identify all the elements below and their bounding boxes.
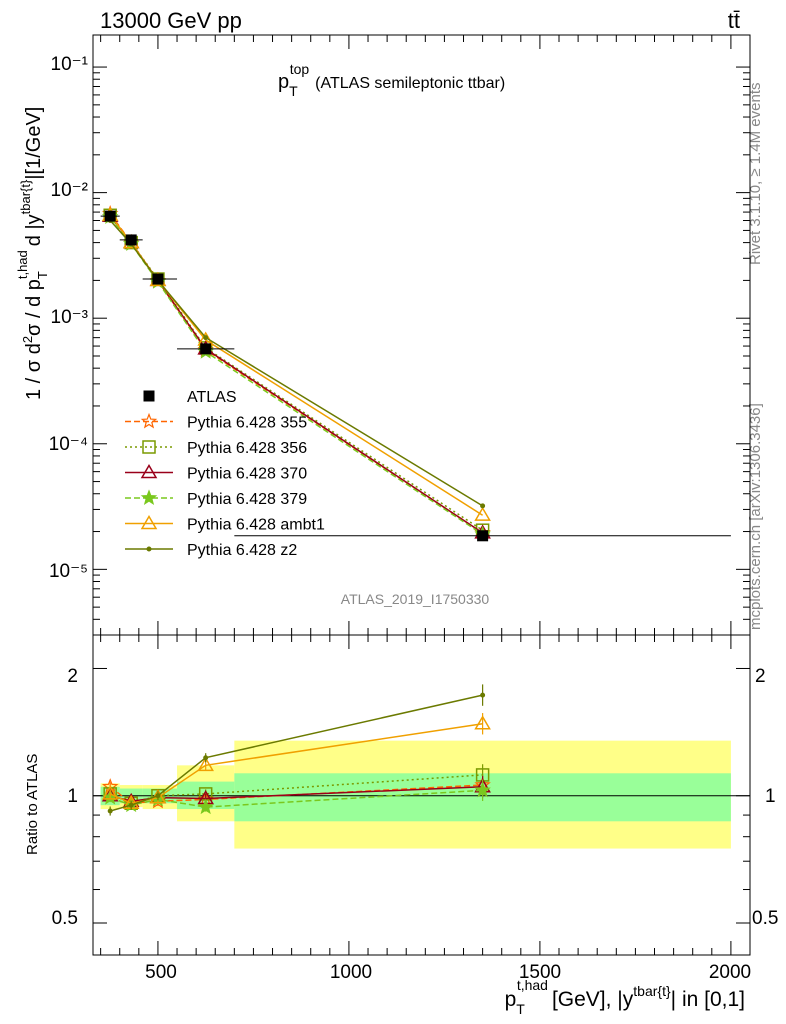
- data-point: [152, 273, 164, 285]
- mcplots-label: mcplots.cern.ch [arXiv:1306.3436]: [747, 403, 764, 630]
- ratio-y-tick-label: 2: [67, 666, 78, 687]
- ratio-point: [480, 692, 486, 698]
- legend-label: ATLAS: [187, 389, 237, 406]
- rivet-label: Rivet 3.1.10, ≥ 1.4M events: [747, 83, 764, 266]
- x-tick-label: 1000: [330, 962, 372, 983]
- ratio-point: [197, 798, 214, 815]
- ratio-point: [101, 785, 119, 800]
- data-point: [125, 234, 137, 246]
- energy-label: 13000 GeV pp: [100, 8, 242, 33]
- ratio-plot-layer: [93, 635, 751, 955]
- legend-marker: [142, 440, 156, 454]
- series-line: [109, 216, 484, 535]
- ratio-y-tick-label: 0.5: [52, 908, 78, 929]
- ratio-y-tick-label-right: 1: [765, 786, 776, 807]
- main-y-tick-label: 10⁻⁵: [49, 561, 88, 582]
- series-point: [480, 503, 486, 509]
- process-label: tt̄: [728, 8, 740, 33]
- main-plot-layer: [93, 35, 751, 636]
- ratio-point: [128, 802, 134, 808]
- series-line: [109, 220, 483, 507]
- ratio-y-label: Ratio to ATLAS: [24, 754, 41, 855]
- main-panel: pTtop(ATLAS semileptonic ttbar) 1 / σ d2…: [15, 34, 751, 636]
- legend-marker-data: [143, 390, 155, 402]
- x-tick-label: 500: [145, 962, 177, 983]
- series-line: [109, 213, 484, 534]
- ratio-point: [197, 756, 214, 772]
- x-tick-label: 2000: [709, 962, 751, 983]
- series-line: [109, 215, 484, 534]
- legend-label: Pythia 6.428 ambt1: [187, 517, 325, 534]
- ratio-y-tick-label: 1: [67, 786, 78, 807]
- legend-marker: [140, 515, 158, 530]
- ratio-frame: [92, 634, 751, 956]
- legend-marker: [140, 489, 158, 506]
- data-point: [477, 530, 489, 542]
- analysis-watermark: ATLAS_2019_I1750330: [341, 591, 490, 607]
- ratio-point: [203, 755, 209, 761]
- legend-marker: [146, 546, 152, 552]
- legend-label: Pythia 6.428 370: [187, 466, 307, 483]
- legend: ATLAS Pythia 6.428 355 Pythia 6.428 356 Pyt…: [125, 389, 325, 559]
- series-point: [203, 335, 209, 341]
- main-y-tick-label: 10⁻³: [51, 307, 89, 328]
- ratio-point: [474, 781, 491, 798]
- main-y-tick-label: 10⁻⁴: [49, 434, 88, 455]
- ratio-point: [155, 793, 161, 799]
- legend-marker: [140, 412, 158, 429]
- main-y-label: 1 / σ d2σ / d pTt,hadd |ytbar{t}|[1/GeV]: [15, 107, 50, 400]
- series-point: [474, 506, 491, 521]
- main-y-tick-label: 10⁻²: [51, 180, 89, 201]
- series-line: [109, 214, 484, 531]
- ratio-y-tick-label-right: 2: [755, 666, 766, 687]
- ratio-point: [107, 808, 113, 814]
- ratio-point: [474, 715, 491, 730]
- legend-label: Pythia 6.428 355: [187, 415, 307, 432]
- ratio-panel: Ratio to ATLAS 2 1 0.5 2 1 0.5 500 1000 …: [24, 634, 778, 1017]
- legend-label: Pythia 6.428 356: [187, 440, 307, 457]
- legend-marker: [140, 464, 158, 479]
- x-tick-label: 1500: [519, 962, 561, 983]
- ratio-y-tick-label-right: 0.5: [752, 908, 778, 929]
- legend-label: Pythia 6.428 z2: [187, 542, 297, 559]
- legend-label: Pythia 6.428 379: [187, 491, 307, 508]
- data-point: [200, 343, 212, 355]
- data-point: [104, 210, 116, 222]
- main-title: pTtop(ATLAS semileptonic ttbar): [278, 61, 505, 99]
- main-y-tick-label: 10⁻¹: [51, 54, 89, 75]
- x-axis-label: pTt,had[GeV], |ytbar{t}| in [0,1]: [505, 977, 745, 1017]
